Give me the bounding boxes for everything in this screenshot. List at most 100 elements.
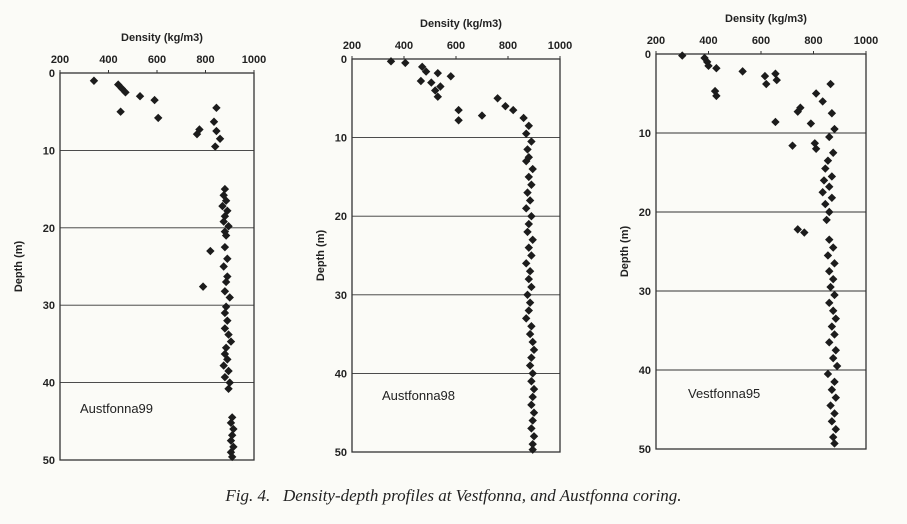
data-point <box>220 287 230 296</box>
data-point <box>221 231 231 240</box>
data-point <box>825 132 834 142</box>
data-point <box>225 378 234 387</box>
data-point <box>528 164 537 174</box>
data-point <box>501 101 510 111</box>
data-point <box>527 251 536 260</box>
y-tick-label: 20 <box>43 223 55 235</box>
data-point <box>154 113 163 123</box>
data-point <box>810 139 820 148</box>
series-label: Vestfonna95 <box>688 386 760 401</box>
data-point <box>527 400 536 410</box>
data-point <box>215 134 225 143</box>
data-point <box>524 172 533 182</box>
x-tick-label: 400 <box>99 54 117 66</box>
data-point <box>527 212 536 221</box>
data-point <box>825 338 834 347</box>
data-point <box>823 156 833 165</box>
data-point <box>524 243 533 252</box>
data-point <box>519 113 528 123</box>
data-point <box>527 424 536 433</box>
data-point <box>831 314 841 323</box>
data-point <box>220 372 230 382</box>
x-axis-title: Density (kg/m3) <box>725 13 807 25</box>
x-tick-label: 400 <box>395 40 413 52</box>
data-point <box>431 86 440 95</box>
data-point <box>527 322 536 331</box>
data-point <box>818 97 827 106</box>
data-point <box>529 432 539 441</box>
x-tick-label: 800 <box>196 54 214 66</box>
data-point <box>831 346 841 355</box>
data-point <box>226 337 236 346</box>
data-point <box>224 330 233 339</box>
data-point <box>819 176 829 185</box>
data-point <box>529 408 539 417</box>
data-point <box>828 306 838 315</box>
chart-panel-1: 0 10 20 30 40 50 200 400 600 800 1000 Density (kg/m… <box>13 32 266 467</box>
data-point <box>825 182 834 191</box>
data-point <box>828 353 838 363</box>
x-tick-label: 1000 <box>242 54 266 66</box>
data-point <box>528 337 537 347</box>
data-point <box>525 298 535 307</box>
data-point <box>806 119 816 128</box>
data-point <box>226 418 236 428</box>
data-point <box>227 452 237 462</box>
data-point <box>825 298 834 308</box>
data-point <box>830 290 839 300</box>
data-point <box>224 222 233 231</box>
data-point <box>830 259 839 268</box>
data-point <box>454 116 463 125</box>
data-point <box>218 201 227 211</box>
data-point <box>493 94 502 103</box>
data-point <box>418 62 427 72</box>
y-tick-label: 20 <box>639 207 651 219</box>
y-tick-label: 30 <box>639 286 651 298</box>
x-axis-title: Density (kg/m3) <box>420 18 502 30</box>
data-point <box>522 156 531 166</box>
data-point <box>830 330 839 339</box>
data-point <box>220 184 230 194</box>
data-point <box>762 79 771 89</box>
data-point <box>825 207 834 217</box>
data-point <box>225 293 234 302</box>
data-point <box>522 129 531 138</box>
x-tick-label: 600 <box>148 54 166 66</box>
data-point <box>826 282 835 292</box>
data-point <box>401 58 410 68</box>
data-point <box>220 211 230 221</box>
figure-caption: Fig. 4. Density-depth profiles at Vestfo… <box>0 486 907 506</box>
data-point <box>831 425 841 434</box>
data-point <box>524 219 533 229</box>
figure-label: Fig. 4. <box>225 486 271 505</box>
data-point <box>206 246 215 256</box>
data-point <box>212 126 221 136</box>
data-point <box>525 267 535 276</box>
data-point <box>788 141 797 150</box>
data-point <box>219 262 228 271</box>
y-tick-label: 20 <box>335 211 347 223</box>
data-point <box>830 124 839 134</box>
data-point <box>427 78 436 87</box>
caption-text: Density-depth profiles at Vestfonna, and… <box>283 486 682 505</box>
data-point <box>821 199 830 209</box>
y-tick-label: 50 <box>335 447 347 459</box>
data-point <box>811 144 821 153</box>
data-point <box>827 417 837 426</box>
data-point <box>523 227 532 237</box>
data-point <box>827 385 837 394</box>
data-point <box>522 259 531 268</box>
data-point <box>209 117 219 126</box>
data-point <box>89 76 99 85</box>
data-point <box>828 243 838 252</box>
y-axis-title: Depth (m) <box>13 241 25 293</box>
x-tick-label: 600 <box>752 35 770 47</box>
data-point <box>524 153 533 162</box>
data-point <box>524 121 533 131</box>
data-point <box>527 137 536 146</box>
y-tick-label: 0 <box>341 54 347 66</box>
data-point <box>793 225 802 234</box>
data-point <box>220 324 230 333</box>
data-point <box>523 188 532 197</box>
